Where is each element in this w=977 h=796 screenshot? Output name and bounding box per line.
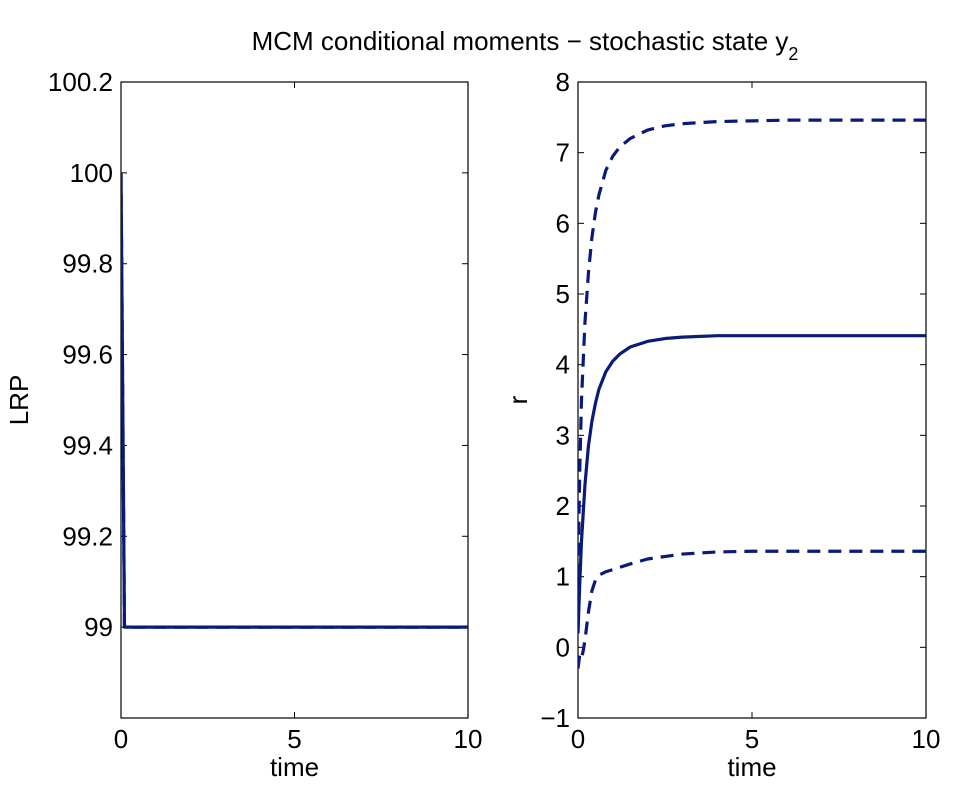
figure-title-main: MCM conditional moments − stochastic sta… xyxy=(252,26,789,56)
chart-0-ytick-label: 100 xyxy=(70,158,113,188)
chart-0-ytick-label: 99 xyxy=(84,612,113,642)
chart-1-ytick-label: 2 xyxy=(556,491,570,521)
chart-1-ytick-label: 0 xyxy=(556,632,570,662)
chart-0-ytick-label: 99.4 xyxy=(62,430,113,460)
chart-0-ytick-label: 99.2 xyxy=(62,521,113,551)
chart-1-series-1-dashed-line xyxy=(578,118,926,577)
chart-0-ytick-label: 99.8 xyxy=(62,249,113,279)
chart-0-series-0-dashed-line xyxy=(121,172,468,629)
chart-0-xtick-label: 5 xyxy=(287,724,301,754)
left-panel-lrp: 0 5 10 99 99.2 99.4 99.6 99.8 100 100.2 time LRP xyxy=(4,67,482,782)
chart-1-xtick-label: 5 xyxy=(745,724,759,754)
chart-0-xtick-label: 10 xyxy=(454,724,483,754)
chart-1-ylabel: r xyxy=(503,395,533,404)
figure-title: MCM conditional moments − stochastic sta… xyxy=(252,26,799,64)
chart-1-xtick-label: 10 xyxy=(912,724,941,754)
chart-0-ytick-label: 100.2 xyxy=(48,67,113,97)
chart-1-ytick-label: 8 xyxy=(556,67,570,97)
chart-1-ytick-label: 5 xyxy=(556,279,570,309)
chart-1-xtick-label: 0 xyxy=(571,724,585,754)
chart-1-series-2-dashed-line xyxy=(578,549,926,669)
chart-1-ytick-label: −1 xyxy=(540,703,570,733)
figure-title-subscript: 2 xyxy=(788,44,798,64)
chart-0-ylabel: LRP xyxy=(4,375,34,426)
chart-0-xtick-label: 0 xyxy=(114,724,128,754)
chart-1-ytick-label: 6 xyxy=(556,208,570,238)
chart-1-ytick-label: 1 xyxy=(556,562,570,592)
chart-1-ytick-label: 4 xyxy=(556,350,570,380)
chart-0-axes-box xyxy=(120,81,469,719)
chart-1-series-0-solid-line xyxy=(578,334,926,634)
chart-1-ytick-label: 7 xyxy=(556,138,570,168)
chart-0-series-1-solid-line xyxy=(121,172,468,629)
chart-1-ytick-label: 3 xyxy=(556,420,570,450)
chart-1-axes-box xyxy=(577,81,927,719)
chart-0-ytick-label: 99.6 xyxy=(62,340,113,370)
chart-1-xlabel: time xyxy=(727,752,776,782)
chart-0-xlabel: time xyxy=(270,752,319,782)
